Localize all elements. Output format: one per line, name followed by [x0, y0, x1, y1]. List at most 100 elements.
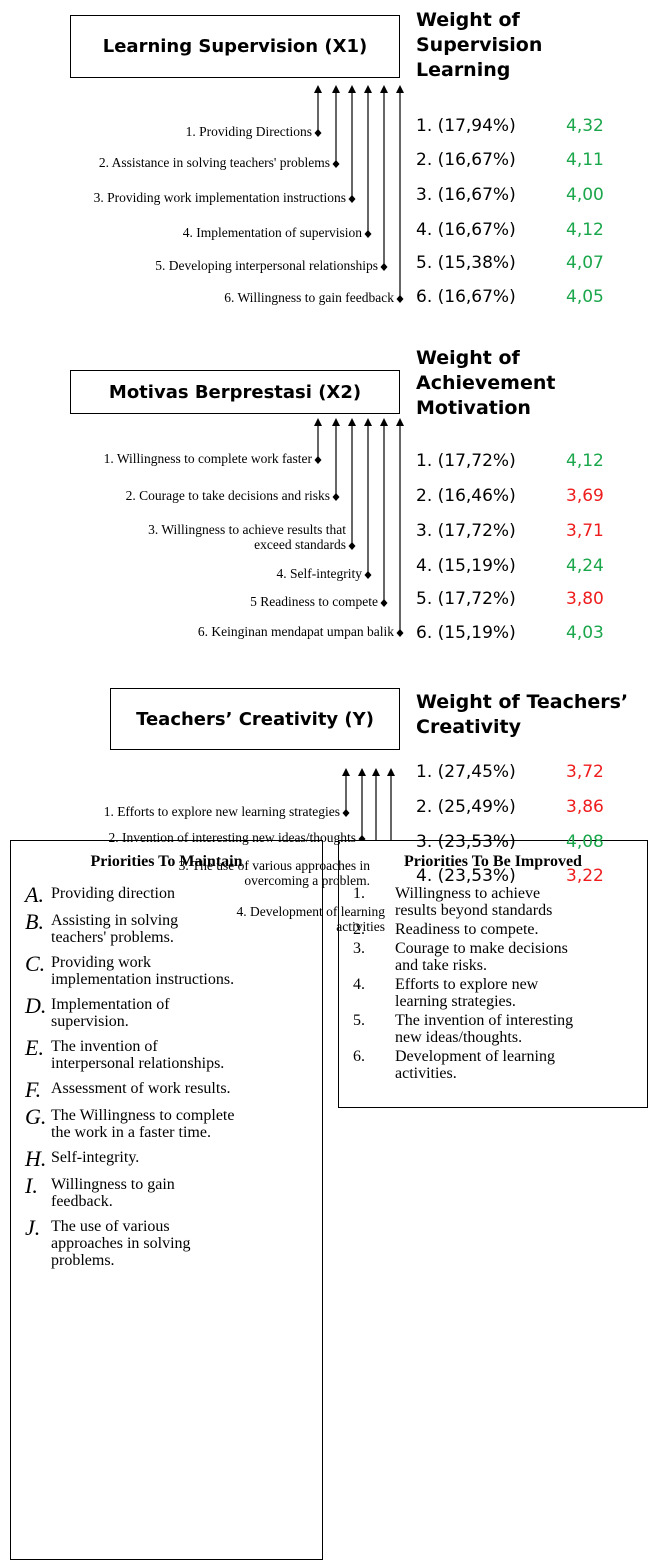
label-line: exceed standards	[254, 537, 346, 552]
indicator-label: 2. Courage to take decisions and risks	[126, 488, 330, 503]
label-line: 1. Willingness to complete work faster	[103, 451, 312, 466]
label-line: 2. Courage to take decisions and risks	[125, 488, 330, 503]
priority-item: A. Providing direction	[25, 882, 322, 907]
item-letter: I.	[25, 1173, 38, 1198]
score: 3,86	[566, 797, 604, 817]
heading-line: Weight of	[416, 347, 520, 369]
weight: 1. (17,94%)	[416, 116, 516, 136]
indicator-label: 2. Assistance in solving teachers' probl…	[99, 155, 330, 170]
indicator-label: 1. Willingness to complete work faster	[104, 451, 312, 466]
item-text: Providing direction	[51, 885, 175, 904]
score: 4,05	[566, 287, 604, 307]
weight: 2. (16,46%)	[416, 486, 516, 506]
arrowhead	[332, 418, 340, 426]
priority-item: 4. Efforts to explore new learning strateg…	[353, 976, 647, 1010]
priority-item: C. Providing work implementation instructi…	[25, 953, 322, 989]
diamond	[314, 129, 322, 137]
weight: 6. (15,19%)	[416, 623, 516, 643]
label-line: 6. Keinginan mendapat umpan balik	[197, 624, 394, 639]
weight: 5. (15,38%)	[416, 253, 516, 273]
item-text: Courage to make decisions and take risks.	[395, 940, 568, 974]
label-line: activities	[336, 919, 385, 934]
item-text: The invention of interpersonal relationsh…	[51, 1038, 224, 1072]
label-line: 5. Developing interpersonal relationship…	[155, 258, 378, 273]
item-text: Development of learning activities.	[395, 1048, 555, 1082]
indicator-label: 4. Implementation of supervision	[183, 225, 362, 240]
weight: 3. (23,53%)	[416, 832, 516, 852]
item-line: Willingness to achieve	[395, 885, 541, 902]
priority-item: E. The invention of interpersonal relation…	[25, 1035, 322, 1073]
item-line: new ideas/thoughts.	[395, 1029, 523, 1046]
item-line: The use of various	[51, 1218, 170, 1235]
heading-line: Achievement	[416, 372, 556, 394]
indicator-label: 3. The use of various approaches in overc…	[179, 858, 370, 888]
item-line: Providing work	[51, 954, 151, 971]
weight: 4. (23,53%)	[416, 866, 516, 886]
connectors	[314, 85, 404, 840]
item-line: implementation instructions.	[51, 971, 235, 988]
item-line: supervision.	[51, 1013, 129, 1030]
score: 4,12	[566, 451, 604, 471]
weight: 4. (15,19%)	[416, 556, 516, 576]
diamond	[358, 835, 366, 840]
score: 4,07	[566, 253, 604, 273]
priority-item: H. Self-integrity.	[25, 1148, 322, 1170]
arrowhead	[396, 85, 404, 93]
label-line: 6. Willingness to gain feedback	[224, 290, 394, 305]
item-text: Assessment of work results.	[51, 1080, 231, 1099]
label-line: 5 Readiness to compete	[250, 594, 378, 609]
label-line: 4. Self-integrity	[276, 566, 362, 581]
label-line: 3. The use of various approaches in	[178, 858, 370, 873]
label-line: 2. Assistance in solving teachers' probl…	[98, 155, 330, 170]
diamond	[364, 230, 372, 238]
maintain-box: Priorities To Maintain A. Providing direc…	[10, 840, 323, 1560]
indicator-label: 5. Developing interpersonal relationship…	[155, 258, 378, 273]
indicator-label: 6. Willingness to gain feedback	[224, 290, 394, 305]
diamond	[396, 629, 404, 637]
item-letter: E.	[25, 1035, 44, 1060]
label-line: 1. Providing Directions	[185, 124, 312, 139]
diamond	[380, 599, 388, 607]
item-text: Self-integrity.	[51, 1149, 139, 1168]
score: 4,32	[566, 116, 604, 136]
arrowhead	[332, 85, 340, 93]
diamond	[332, 160, 340, 168]
item-letter: G.	[25, 1104, 47, 1129]
item-line: The invention of	[51, 1038, 158, 1055]
label-line: 3. Willingness to achieve results that	[148, 522, 346, 537]
label-line: 3. Providing work implementation instruc…	[93, 190, 346, 205]
improve-title: Priorities To Be Improved	[404, 853, 582, 870]
item-number: 2.	[353, 921, 365, 938]
weight-heading: Weight of Supervision Learning	[416, 8, 542, 83]
heading-line: Supervision	[416, 34, 543, 56]
priority-item: J. The use of various approaches in solvin…	[25, 1217, 322, 1270]
heading-line: Motivation	[416, 397, 531, 419]
score: 3,69	[566, 486, 604, 506]
arrowhead	[372, 768, 380, 776]
diamond	[364, 571, 372, 579]
heading-line: Weight of Teachers’	[416, 691, 629, 713]
label-line: 4. Development of learning	[236, 904, 385, 919]
priority-item: G. The Willingness to complete the work in…	[25, 1104, 322, 1142]
indicator-label: 1. Efforts to explore new learning strat…	[104, 804, 340, 819]
arrowhead	[380, 418, 388, 426]
priority-item: 6. Development of learning activities.	[353, 1048, 647, 1082]
item-line: Assisting in solving	[51, 912, 179, 929]
item-line: and take risks.	[395, 957, 487, 974]
item-letter: D.	[25, 993, 47, 1018]
item-line: The invention of interesting	[395, 1012, 574, 1029]
weight-heading: Weight of Teachers’ Creativity	[416, 690, 628, 740]
priority-item: D. Implementation of supervision.	[25, 993, 322, 1031]
item-number: 6.	[353, 1048, 365, 1065]
score: 4,11	[566, 150, 604, 170]
item-line: problems.	[51, 1252, 115, 1269]
item-line: Development of learning	[395, 1048, 555, 1065]
indicator-label: 3. Willingness to achieve results that ex…	[148, 522, 346, 552]
item-letter: A.	[25, 882, 44, 907]
priority-item: 3. Courage to make decisions and take risk…	[353, 940, 647, 974]
label-line: overcoming a problem.	[244, 873, 370, 888]
arrowhead	[342, 768, 350, 776]
score: 3,71	[566, 521, 604, 541]
weight: 3. (17,72%)	[416, 521, 516, 541]
